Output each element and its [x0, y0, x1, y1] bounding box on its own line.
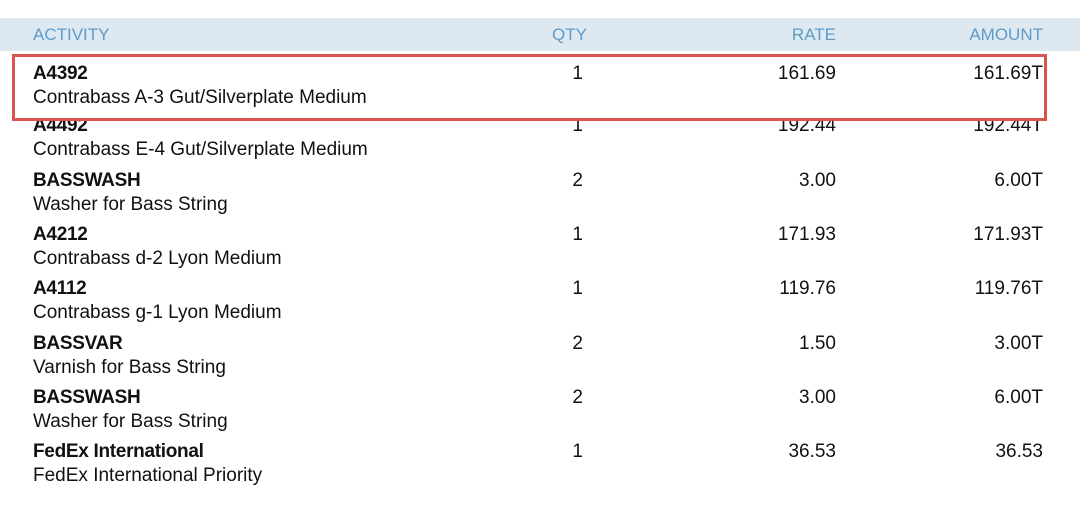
table-row: A4492 Contrabass E-4 Gut/Silverplate Medi… [0, 115, 1080, 169]
item-description: FedEx International Priority [33, 465, 263, 486]
item-code: BASSWASH [33, 170, 141, 191]
item-qty: 2 [572, 170, 583, 191]
item-rate: 1.50 [799, 333, 836, 354]
table-row: A4392 Contrabass A-3 Gut/Silverplate Med… [0, 63, 1080, 117]
item-rate: 161.69 [777, 63, 836, 84]
header-rate: RATE [791, 25, 836, 44]
table-row: BASSWASH Washer for Bass String 2 3.00 6.00T [0, 170, 1080, 224]
header-qty: QTY [552, 25, 587, 44]
header-amount: AMOUNT [969, 25, 1043, 44]
item-amount: 36.53 [995, 441, 1043, 462]
table-row: BASSWASH Washer for Bass String 2 3.00 6.00T [0, 387, 1080, 441]
item-amount: 171.93T [973, 224, 1043, 245]
item-rate: 36.53 [788, 441, 836, 462]
item-code: FedEx International [33, 441, 204, 462]
item-qty: 1 [572, 441, 583, 462]
item-description: Contrabass E-4 Gut/Silverplate Medium [33, 139, 368, 160]
item-rate: 171.93 [777, 224, 836, 245]
item-amount: 6.00T [994, 170, 1043, 191]
item-amount: 119.76T [974, 278, 1043, 299]
item-amount: 3.00T [994, 333, 1043, 354]
item-code: BASSWASH [33, 387, 141, 408]
item-qty: 1 [572, 224, 583, 245]
item-code: A4392 [33, 63, 88, 84]
table-row: A4212 Contrabass d-2 Lyon Medium 1 171.93 17… [0, 224, 1080, 278]
item-description: Washer for Bass String [33, 194, 228, 215]
item-amount: 6.00T [994, 387, 1043, 408]
item-code: BASSVAR [33, 333, 123, 354]
item-rate: 119.76 [779, 278, 836, 299]
item-code: A4112 [33, 278, 87, 299]
table-row: A4112 Contrabass g-1 Lyon Medium 1 119.76 11… [0, 278, 1080, 332]
table-header: ACTIVITY QTY RATE AMOUNT [0, 18, 1080, 51]
highlight-box: A4392 Contrabass A-3 Gut/Silverplate Med… [12, 54, 1047, 121]
item-description: Contrabass A-3 Gut/Silverplate Medium [33, 87, 367, 108]
header-activity: ACTIVITY [33, 25, 110, 44]
item-qty: 1 [572, 278, 583, 299]
item-description: Contrabass g-1 Lyon Medium [33, 302, 282, 323]
item-code: A4212 [33, 224, 88, 245]
item-qty: 2 [572, 333, 583, 354]
item-description: Contrabass d-2 Lyon Medium [33, 248, 282, 269]
item-qty: 2 [572, 387, 583, 408]
item-description: Varnish for Bass String [33, 357, 226, 378]
item-description: Washer for Bass String [33, 411, 228, 432]
table-row: BASSVAR Varnish for Bass String 2 1.50 3.00T [0, 333, 1080, 387]
item-amount: 161.69T [973, 63, 1043, 84]
item-rate: 3.00 [799, 170, 836, 191]
item-qty: 1 [572, 63, 583, 84]
item-rate: 3.00 [799, 387, 836, 408]
item-qty: 1 [572, 115, 583, 136]
table-row: FedEx International FedEx International P… [0, 441, 1080, 495]
